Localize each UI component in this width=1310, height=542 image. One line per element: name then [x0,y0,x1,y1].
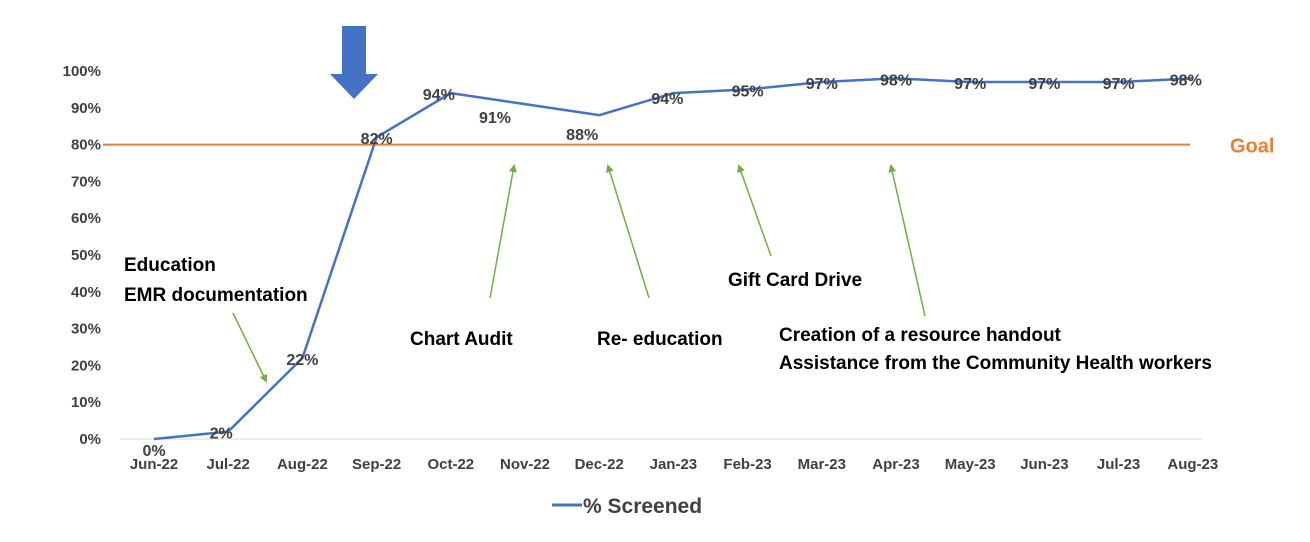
y-tick-label: 70% [71,173,101,190]
data-label: 0% [142,443,165,460]
data-label: 91% [479,110,511,127]
annotations: Education EMR documentation Chart Audit … [124,255,1212,374]
y-tick-label: 0% [79,431,101,448]
y-tick-label: 40% [71,284,101,301]
x-tick-label: Oct-22 [427,456,474,473]
x-axis: Jun-22 Jul-22 Aug-22 Sep-22 Oct-22 Nov-22 Dec-… [120,438,1218,473]
annotation-arrows [232,164,926,383]
x-tick-label: Sep-22 [352,456,401,473]
data-labels: 0% 2% 22% 82% 94% 91% 88% 94% 95% 97% 98% 97% 97% 97%… [142,72,1201,460]
x-tick-label: Mar-23 [798,456,846,473]
data-label: 82% [361,131,393,148]
y-tick-label: 50% [71,247,101,264]
annotation-arrow [605,164,650,299]
x-tick-label: Jul-22 [207,456,250,473]
data-label: 98% [880,72,912,89]
x-tick-label: Apr-23 [872,456,920,473]
x-tick-label: Jun-22 [130,456,178,473]
annotation-education: Education EMR documentation [124,255,308,306]
annotation-resource-handout: Creation of a resource handout Assistanc… [779,325,1212,374]
annotation-arrow [737,164,772,257]
y-tick-label: 60% [71,210,101,227]
annotation-gift-card: Gift Card Drive [728,270,862,291]
annotation-education-line2: EMR documentation [124,285,308,306]
x-tick-label: Dec-22 [575,456,624,473]
data-label: 2% [210,426,233,443]
x-tick-label: Jul-23 [1097,456,1140,473]
annotation-arrow [888,164,926,317]
x-tick-label: Jan-23 [650,456,698,473]
annotation-resource-line1: Creation of a resource handout [779,325,1062,346]
series-group [153,77,1193,441]
annotation-resource-line2: Assistance from the Community Health wor… [779,353,1212,374]
x-tick-label: Nov-22 [500,456,550,473]
legend-label-screened: % Screened [583,495,702,518]
x-tick-label: Aug-22 [277,456,328,473]
legend: % Screened [552,495,702,518]
y-tick-label: 80% [71,137,101,154]
y-tick-label: 10% [71,394,101,411]
data-label: 94% [423,87,455,104]
y-axis: 0% 10% 20% 30% 40% 50% 60% 70% 80% 90% 100% [63,63,101,448]
x-tick-label: Jun-23 [1020,456,1068,473]
y-tick-label: 100% [63,63,101,80]
y-tick-label: 30% [71,321,101,338]
down-arrow-marker [330,26,378,99]
x-tick-label: May-23 [945,456,996,473]
data-label: 88% [566,127,598,144]
data-label: 97% [1028,76,1060,93]
x-tick-label: Aug-23 [1167,456,1218,473]
data-label: 98% [1170,72,1202,89]
annotation-chart-audit: Chart Audit [410,329,513,350]
data-label: 22% [286,352,318,369]
goal-line-group: Goal [103,136,1274,158]
y-tick-label: 90% [71,100,101,117]
annotation-education-line1: Education [124,255,216,276]
goal-label: Goal [1230,136,1274,158]
annotation-re-education: Re- education [597,329,723,350]
data-label: 94% [651,91,683,108]
data-label: 97% [806,76,838,93]
y-tick-label: 20% [71,357,101,374]
down-arrow-icon [330,26,378,99]
data-label: 97% [954,76,986,93]
series-line-screened [153,77,1193,441]
x-tick-label: Feb-23 [723,456,771,473]
data-label: 95% [732,83,764,100]
annotation-arrow [232,312,267,383]
annotation-arrow [489,164,517,299]
data-label: 97% [1103,76,1135,93]
